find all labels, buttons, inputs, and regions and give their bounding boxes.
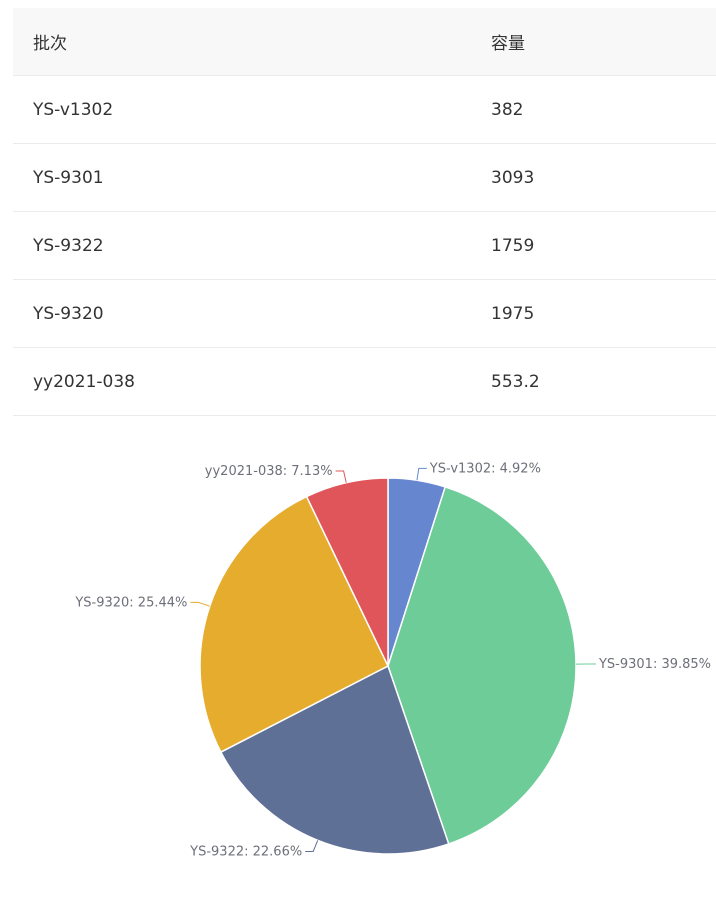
pie-label-line [305, 840, 319, 852]
cell-batch: YS-9320 [33, 303, 104, 324]
cell-capacity: 1759 [491, 235, 535, 256]
table-row: YS-9322 1759 [13, 212, 716, 280]
cell-capacity: 3093 [491, 167, 535, 188]
cell-batch: YS-v1302 [33, 99, 114, 120]
header-capacity: 容量 [491, 34, 525, 54]
cell-capacity: 382 [491, 99, 524, 120]
header-batch: 批次 [33, 34, 67, 54]
cell-capacity: 1975 [491, 303, 535, 324]
table-row: yy2021-038 553.2 [13, 348, 716, 416]
table-header-row: 批次 容量 [13, 8, 716, 76]
pie-chart: YS-v1302: 4.92% YS-9301: 39.85% YS-9322: 2… [0, 420, 716, 903]
pie-chart-svg: YS-v1302: 4.92% YS-9301: 39.85% YS-9322: 2… [74, 461, 711, 859]
table-row: YS-9320 1975 [13, 280, 716, 348]
cell-batch: yy2021-038 [33, 371, 135, 392]
cell-batch: YS-9301 [33, 167, 104, 188]
pie-label-line [335, 470, 347, 483]
capacity-table: 批次 容量 YS-v1302 382 YS-9301 3093 YS-9322 … [13, 8, 716, 416]
cell-batch: YS-9322 [33, 235, 104, 256]
table-row: YS-9301 3093 [13, 144, 716, 212]
pie-slice-label: YS-9301: 39.85% [598, 657, 711, 672]
pie-slice-label: yy2021-038: 7.13% [205, 464, 333, 479]
pie-label-line [416, 467, 427, 481]
pie-slice-label: YS-9320: 25.44% [74, 595, 187, 610]
pie-label-line [190, 601, 210, 607]
pie-slice-ys-9320[interactable] [199, 495, 389, 754]
pie-slice-label: YS-9322: 22.66% [189, 844, 302, 859]
pie-slice-label: YS-v1302: 4.92% [429, 461, 541, 476]
table-row: YS-v1302 382 [13, 76, 716, 144]
cell-capacity: 553.2 [491, 371, 540, 392]
